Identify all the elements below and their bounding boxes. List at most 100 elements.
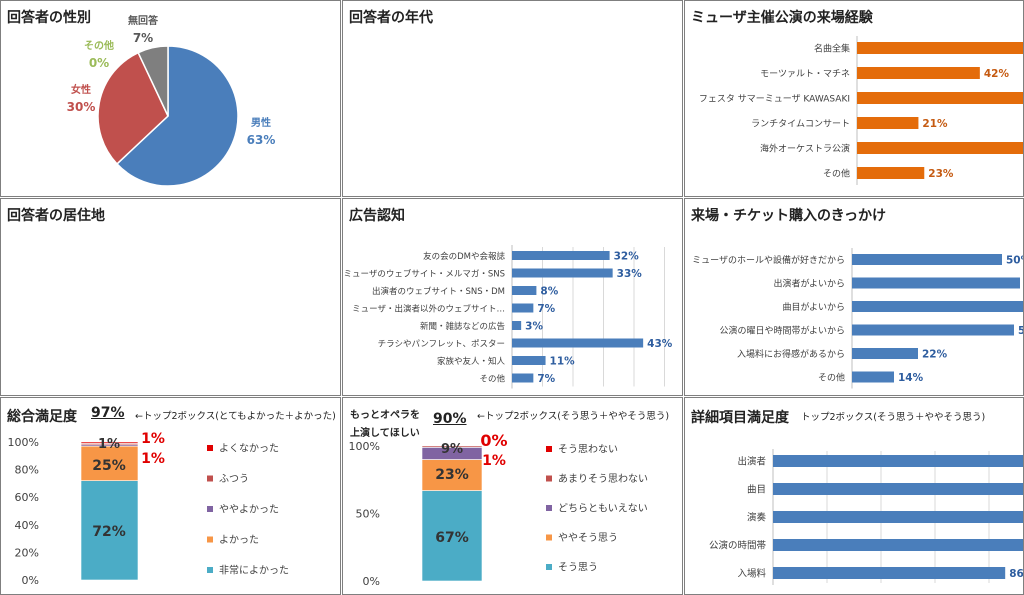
category-label: 出演者がよいから <box>773 278 845 290</box>
gender-pie-chart: 男性 63% 女性 30% その他 0% 無回答 7% <box>67 14 276 187</box>
category-label: 曲目 <box>747 485 766 496</box>
y-tick-label: 0% <box>363 575 380 588</box>
age-panel: 回答者の年代 19歳以下0%20～25歳0%26～39歳4%40～49歳6%50… <box>342 0 683 197</box>
bar <box>512 321 522 330</box>
experience-title: ミューザ主催公演の来場経験 <box>691 10 873 26</box>
category-label: 新聞・雑誌などの広告 <box>420 321 505 332</box>
segment-value-label: 72% <box>92 524 126 540</box>
bar <box>852 301 1023 312</box>
legend-label: 非常によかった <box>219 564 289 577</box>
opera-panel: もっとオペラを 上演してほしい 90% ←トップ2ボックス(そう思う＋ややそう思… <box>342 397 683 595</box>
slice-value-label: 30% <box>67 100 96 114</box>
bar <box>512 338 644 348</box>
bar-value-label: 8% <box>540 286 558 298</box>
bar-value-label: 86% <box>1009 568 1024 580</box>
legend-swatch <box>546 505 552 511</box>
legend-label: ややそう思う <box>558 532 618 544</box>
category-label: 公演の時間帯 <box>709 540 767 552</box>
category-label: 出演者 <box>737 456 766 468</box>
bar <box>857 142 1023 154</box>
legend-label: ややよかった <box>219 504 279 516</box>
category-label: ミューザ・出演者以外のウェブサイト… <box>352 304 505 315</box>
bar <box>852 324 1014 336</box>
legend-swatch <box>546 446 552 452</box>
slice-value-label: 63% <box>247 133 276 147</box>
category-label: その他 <box>818 372 845 384</box>
category-label: ミューザのホールや設備が好きだから <box>692 254 845 266</box>
opera-title-line1: もっとオペラを <box>350 410 420 421</box>
segment-value-label: 1% <box>141 431 165 447</box>
bar <box>512 373 534 383</box>
bar <box>512 286 537 295</box>
category-label: 海外オーケストラ公演 <box>760 143 850 155</box>
bar <box>773 539 1023 551</box>
category-label: 入場料にお得感があるから <box>737 348 845 360</box>
segment-value-label: 1% <box>141 451 165 467</box>
overall-top2-note: ←トップ2ボックス(とてもよかった＋よかった) <box>135 411 336 422</box>
category-label: その他 <box>479 374 505 385</box>
bar-value-label: 14% <box>898 372 924 384</box>
age-title: 回答者の年代 <box>349 10 433 26</box>
legend-label: あまりそう思わない <box>558 473 648 485</box>
category-label: ランチタイムコンサート <box>751 119 850 130</box>
legend-label: よくなかった <box>219 443 279 455</box>
opera-stacked-chart: 0% 50% 100% 67% 23% 9% 1% 0% そう思わないあまりそう思わないどちらと… <box>349 431 648 588</box>
opera-top2-percent: 90% <box>433 411 467 427</box>
bar-value-label: 7% <box>537 373 555 385</box>
bar-value-label: 43% <box>647 338 673 350</box>
category-label: 演奏 <box>747 512 767 524</box>
legend-swatch <box>546 534 552 541</box>
stacked-segment <box>421 459 483 491</box>
opera-title-line2: 上演してほしい <box>350 428 420 439</box>
gender-panel: 回答者の性別 男性 63% 女性 30% その他 0% 無回答 7% <box>0 0 341 197</box>
y-tick-label: 0% <box>22 574 39 587</box>
detail-panel: 詳細項目満足度 トップ2ボックス(そう思う＋ややそう思う) 出演者97%曲目95… <box>684 397 1024 595</box>
residence-pie-chart: 川崎市23%横浜市19%神奈川県その他10%東京都21%その他11%無回答16% <box>1 199 341 396</box>
residence-title: 回答者の居住地 <box>7 208 105 224</box>
stacked-segment <box>80 441 139 444</box>
category-label: 出演者のウェブサイト・SNS・DM <box>372 286 505 297</box>
bar <box>857 92 1023 104</box>
category-label: フェスタ サマーミューザ KAWASAKI <box>699 94 850 105</box>
bar-value-label: 23% <box>928 168 954 180</box>
category-label: チラシやパンフレット、ポスター <box>378 340 505 350</box>
category-label: 名曲全集 <box>814 43 850 55</box>
legend-swatch <box>207 567 213 573</box>
pie-slice <box>137 45 169 117</box>
residence-panel: 回答者の居住地 川崎市23%横浜市19%神奈川県その他10%東京都21%その他1… <box>0 198 341 396</box>
y-tick-label: 100% <box>8 436 39 449</box>
category-label: モーツァルト・マチネ <box>760 69 850 80</box>
slice-value-label: 7% <box>133 31 153 45</box>
category-label: 入場料 <box>737 568 766 580</box>
stacked-segment <box>80 480 139 581</box>
bar <box>852 254 1002 265</box>
bar <box>773 567 1006 579</box>
bar <box>857 167 925 179</box>
ad-bar-chart: 友の会のDMや会報誌 32% ミューザのウェブサイト・メルマガ・SNS 33% 出演者の… <box>344 245 673 389</box>
bar-value-label: 50% <box>1006 255 1024 267</box>
overall-panel: 総合満足度 97% ←トップ2ボックス(とてもよかった＋よかった) 0% 20% 4… <box>0 397 341 595</box>
pie-slice <box>115 45 239 187</box>
bar <box>512 268 613 278</box>
detail-subtitle: トップ2ボックス(そう思う＋ややそう思う) <box>801 412 986 423</box>
bar-value-label: 32% <box>614 251 640 263</box>
ad-panel: 広告認知 友の会のDMや会報誌 32% ミューザのウェブサイト・メルマガ・SNS 33… <box>342 198 683 396</box>
bar-value-label: 3% <box>525 321 543 333</box>
bar <box>773 483 1023 495</box>
bar <box>512 303 534 313</box>
segment-value-label: 67% <box>435 530 469 546</box>
bar-value-label: 22% <box>922 349 948 361</box>
bar-value-label: 7% <box>537 303 555 315</box>
category-label: 家族や友人・知人 <box>437 356 506 367</box>
bar <box>857 117 919 129</box>
slice-value-label: 0% <box>89 56 109 70</box>
category-label: その他 <box>823 168 850 180</box>
bar <box>773 455 1023 467</box>
bar-value-label: 21% <box>922 118 948 130</box>
category-label: 曲目がよいから <box>782 301 845 313</box>
y-tick-label: 80% <box>15 464 39 477</box>
legend-label: どちらともいえない <box>558 503 648 515</box>
bar-value-label: 54% <box>1018 325 1024 337</box>
age-pie-chart: 19歳以下0%20～25歳0%26～39歳4%40～49歳6%50～59歳26%… <box>343 1 683 197</box>
